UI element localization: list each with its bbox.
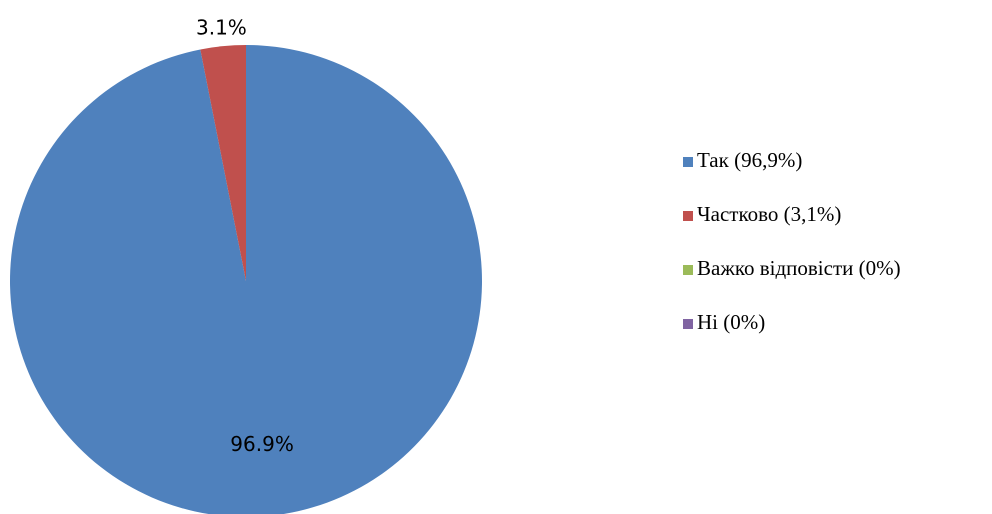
data-label: 96.9% bbox=[230, 432, 294, 456]
legend-label: Важко відповісти (0%) bbox=[697, 256, 901, 280]
pie-slice bbox=[10, 45, 482, 514]
legend-swatch bbox=[683, 157, 693, 167]
legend-label: Так (96,9%) bbox=[697, 148, 802, 172]
legend-swatch bbox=[683, 265, 693, 275]
legend-swatch bbox=[683, 211, 693, 221]
legend-label: Ні (0%) bbox=[697, 310, 765, 334]
pie-slice bbox=[200, 45, 246, 281]
legend-label: Частково (3,1%) bbox=[697, 202, 841, 226]
legend-swatch bbox=[683, 319, 693, 329]
data-label: 3.1% bbox=[196, 16, 247, 40]
